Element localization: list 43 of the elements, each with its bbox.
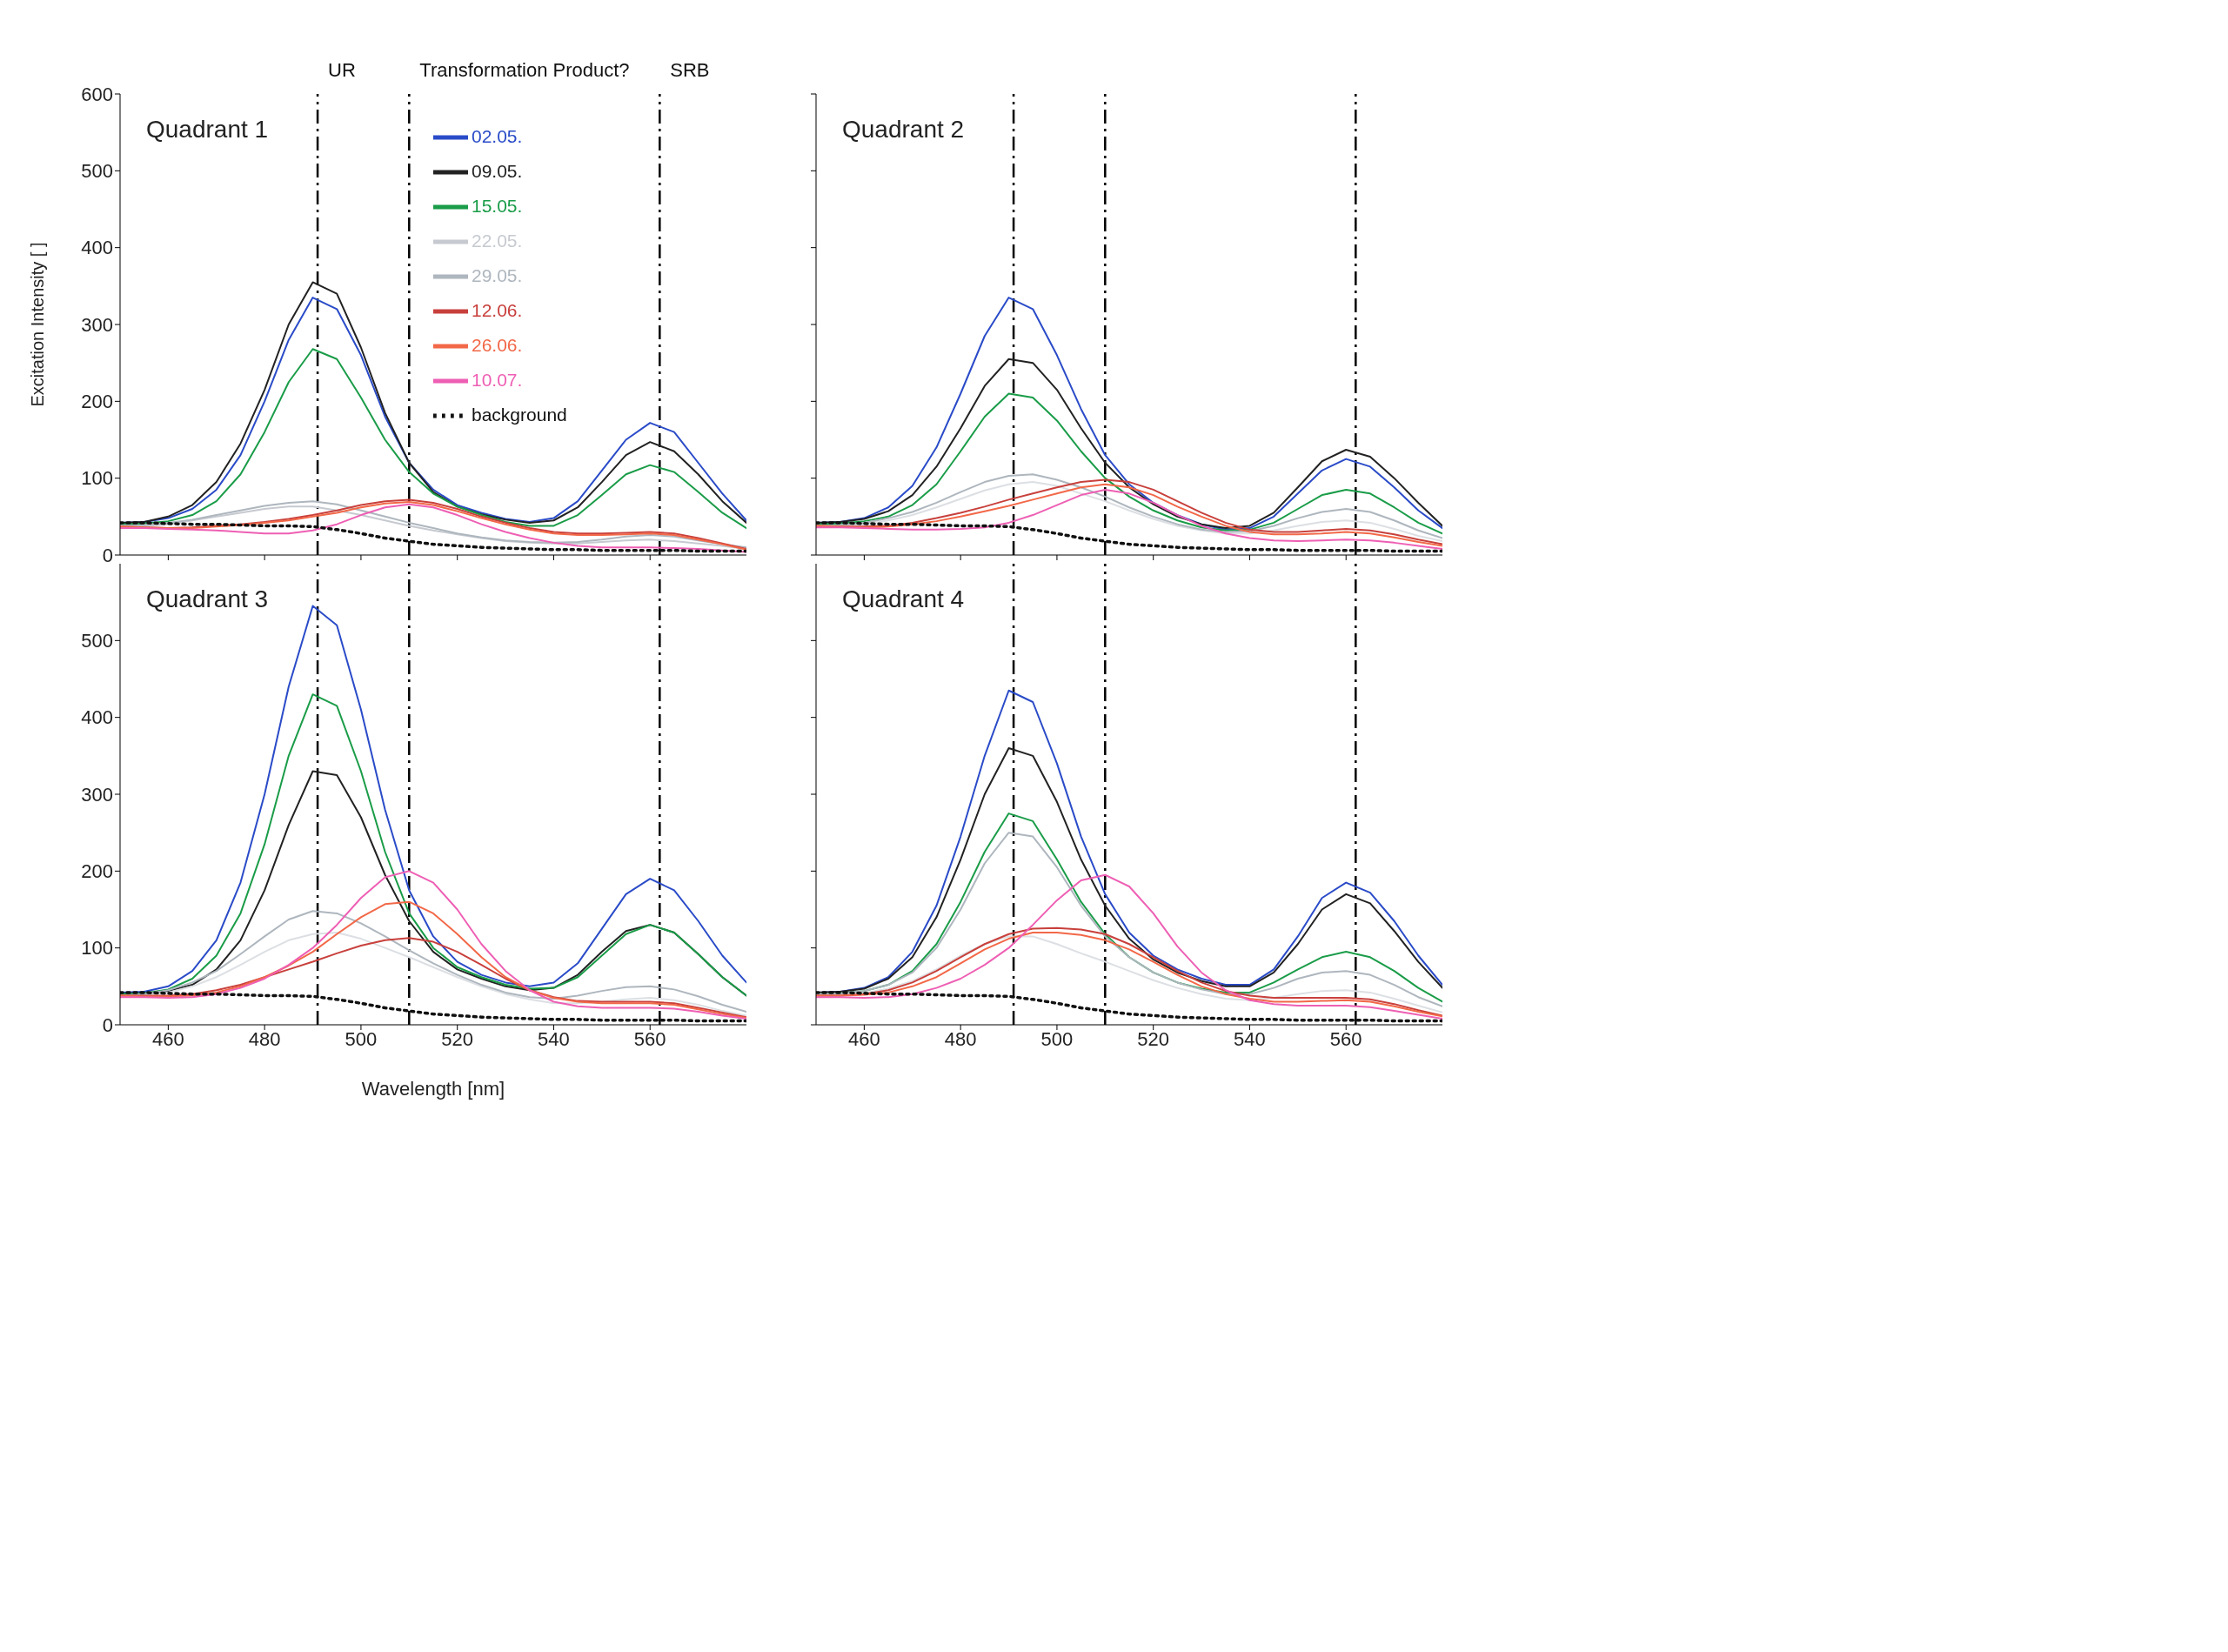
x-tick-label: 540 <box>538 1027 570 1050</box>
y-tick-label: 600 <box>81 83 113 105</box>
x-axis-title: Wavelength [nm] <box>361 1078 505 1100</box>
x-tick-label: 520 <box>441 1027 474 1050</box>
text: Quadrant 3 <box>146 585 269 613</box>
y-tick-label: 300 <box>81 313 113 336</box>
x-tick-label: 560 <box>633 1027 666 1050</box>
y-tick-label: 400 <box>81 706 113 729</box>
ref-line-label: Transformation Product? <box>419 59 630 81</box>
x-tick-label: 460 <box>152 1027 184 1050</box>
legend-label: 26.06. <box>472 334 523 355</box>
legend-label: 10.07. <box>472 369 523 390</box>
y-tick-label: 200 <box>81 860 113 883</box>
x-tick-label: 480 <box>944 1027 977 1050</box>
y-tick-label: 400 <box>81 237 113 259</box>
legend-label: background <box>472 404 567 425</box>
y-tick-label: 500 <box>81 630 113 652</box>
legend-label: 12.06. <box>472 299 523 320</box>
text: Quadrant 1 <box>146 116 269 144</box>
y-axis-title: Excitation Intensity [ ] <box>28 242 48 407</box>
y-tick-label: 100 <box>81 467 113 490</box>
legend-label: 02.05. <box>472 125 523 146</box>
y-tick-label: 300 <box>81 783 113 806</box>
ref-line-label: SRB <box>670 59 710 81</box>
legend-label: 22.05. <box>472 230 523 251</box>
x-tick-label: 500 <box>345 1027 378 1050</box>
y-tick-label: 100 <box>81 937 113 960</box>
y-tick-label: 0 <box>102 544 113 566</box>
x-tick-label: 480 <box>248 1027 281 1050</box>
text: Quadrant 2 <box>842 116 965 144</box>
legend-label: 15.05. <box>472 195 523 216</box>
x-tick-label: 540 <box>1234 1027 1266 1050</box>
legend-label: 09.05. <box>472 160 523 181</box>
text: Quadrant 4 <box>842 585 965 613</box>
x-tick-label: 460 <box>848 1027 880 1050</box>
ref-line-label: UR <box>328 59 356 81</box>
x-tick-label: 500 <box>1040 1027 1074 1050</box>
y-tick-label: 500 <box>81 160 113 183</box>
y-tick-label: 200 <box>81 391 113 413</box>
x-tick-label: 520 <box>1137 1027 1170 1050</box>
y-tick-label: 0 <box>102 1013 113 1036</box>
legend-label: 29.05. <box>472 264 523 285</box>
x-tick-label: 560 <box>1329 1027 1362 1050</box>
